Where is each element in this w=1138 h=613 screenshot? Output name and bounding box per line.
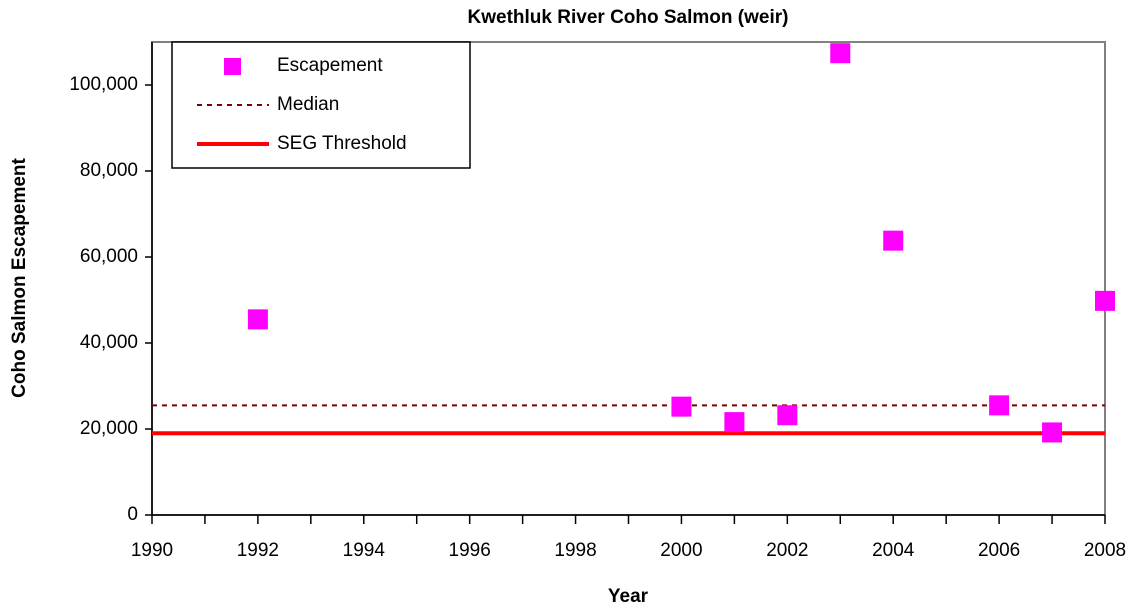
y-tick-label: 40,000 (80, 332, 138, 353)
y-tick-label: 20,000 (80, 418, 138, 439)
escapement-marker (247, 309, 268, 330)
y-tick-label: 0 (127, 504, 138, 525)
legend-label: SEG Threshold (277, 133, 407, 154)
x-tick-label: 2004 (872, 540, 915, 561)
escapement-marker (724, 412, 745, 433)
legend-label: Median (277, 94, 339, 115)
x-axis-title: Year (608, 586, 649, 607)
escapement-marker (777, 405, 798, 426)
x-tick-label: 2000 (660, 540, 702, 561)
escapement-marker (883, 230, 904, 251)
x-tick-label: 1998 (554, 540, 596, 561)
x-tick-label: 2008 (1084, 540, 1126, 561)
escapement-marker (1042, 422, 1063, 443)
legend-label: Escapement (277, 55, 383, 76)
chart-title: Kwethluk River Coho Salmon (weir) (468, 7, 789, 28)
x-tick-label: 1992 (237, 540, 279, 561)
x-tick-label: 1990 (131, 540, 173, 561)
legend-swatch (224, 58, 241, 75)
escapement-marker (671, 396, 692, 417)
x-tick-label: 2002 (766, 540, 808, 561)
y-tick-label: 80,000 (80, 160, 138, 181)
y-axis-title: Coho Salmon Escapement (9, 158, 30, 398)
legend: Escapement Median SEG Threshold (171, 41, 471, 169)
x-tick-label: 2006 (978, 540, 1020, 561)
escapement-marker (989, 395, 1010, 416)
y-tick-label: 100,000 (69, 74, 138, 95)
y-tick-label: 60,000 (80, 246, 138, 267)
x-tick-label: 1994 (343, 540, 386, 561)
escapement-marker (1095, 290, 1115, 311)
escapement-marker (830, 43, 851, 64)
x-tick-label: 1996 (449, 540, 491, 561)
